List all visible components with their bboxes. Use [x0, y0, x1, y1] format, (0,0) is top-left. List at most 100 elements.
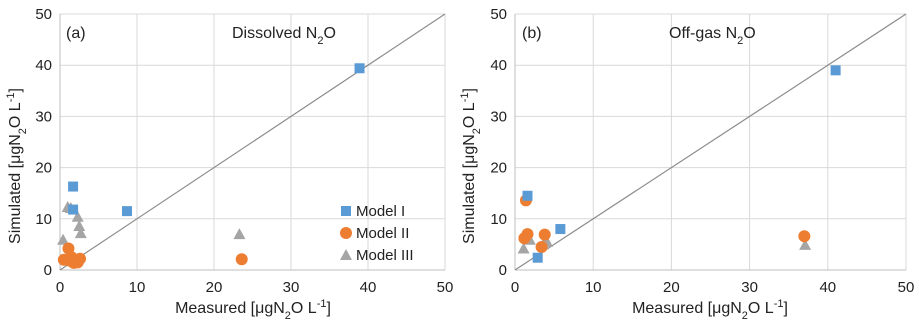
y-tick-label: 10 [490, 211, 507, 228]
panel-b-xlabel-mu: μ [712, 300, 721, 317]
panel-a-ylabel-close: ] [7, 88, 24, 92]
legend-marker-square [341, 206, 351, 216]
x-tick-label: 50 [437, 279, 454, 296]
panel-a-ylabel-post: O L [7, 102, 24, 128]
legend-label-model-ii: Model II [356, 225, 409, 242]
legend-item-model-i: Model I [341, 203, 405, 220]
panel-b-ylabel-mid: gN [461, 134, 478, 154]
panel-b-grid [515, 13, 907, 270]
panel-b-xlabel-sup: -1 [774, 298, 784, 310]
panel-a-xlabel-pre: Measured [ [175, 300, 256, 317]
panel-a-grid [60, 13, 446, 270]
y-tick-label: 20 [35, 160, 52, 177]
legend-label-model-iii: Model III [356, 247, 414, 264]
panel-a-xlabel-mu: μ [255, 300, 264, 317]
panel-a-ylabel-mid: gN [7, 134, 24, 154]
data-point-model-ii [538, 228, 551, 241]
panel-a-label: (a) [66, 25, 86, 42]
x-tick-label: 50 [898, 279, 915, 296]
data-point-model-iii [71, 210, 84, 222]
y-tick-label: 0 [44, 262, 52, 279]
data-point-model-iii [799, 238, 812, 250]
panel-a-xlabel-sub: 2 [285, 310, 291, 320]
panel-a-xlabel-close: ] [326, 300, 330, 317]
y-tick-label: 40 [35, 57, 52, 74]
panel-a-title-end: O [323, 25, 335, 42]
panel-b-xlabel-close: ] [783, 300, 787, 317]
data-point-model-iii [233, 228, 246, 240]
panel-a-ylabel-pre: Simulated [ [7, 163, 24, 244]
y-tick-label: 40 [490, 57, 507, 74]
legend-marker-circle [340, 227, 352, 239]
panel-a-ylabel-sub: 2 [17, 128, 29, 134]
data-point-model-i [354, 63, 365, 74]
panel-b-title-main: Off-gas N [669, 25, 737, 42]
panel-b-y-tick-labels: 0 10 20 30 40 50 [490, 6, 507, 279]
panel-a-one-to-one-line [59, 13, 446, 271]
legend-marker-triangle [340, 249, 352, 260]
panel-a-data-points [57, 63, 365, 269]
x-tick-label: 30 [283, 279, 300, 296]
panel-a-xlabel-mid: gN [264, 300, 284, 317]
panel-b-xlabel-mid: gN [721, 300, 741, 317]
panel-b-y-axis-title: Simulated [μgN2O L-1] [459, 88, 483, 244]
y-tick-label: 0 [499, 262, 507, 279]
y-tick-label: 50 [35, 6, 52, 23]
panel-a-title-sub: 2 [317, 35, 323, 47]
x-tick-label: 20 [206, 279, 223, 296]
panel-b-ylabel-sup: -1 [459, 93, 471, 103]
panel-b-ylabel-mu: μ [461, 155, 478, 164]
x-tick-label: 30 [741, 279, 758, 296]
panel-a-y-tick-labels: 0 10 20 30 40 50 [35, 6, 52, 279]
legend-item-model-iii: Model III [340, 247, 414, 264]
panel-b-ylabel-close: ] [461, 88, 478, 92]
panel-a-title-main: Dissolved N [232, 25, 317, 42]
data-point-model-ii [74, 252, 87, 265]
legend: Model I Model II Model III [340, 203, 414, 264]
y-tick-label: 20 [490, 160, 507, 177]
x-tick-label: 40 [360, 279, 377, 296]
legend-item-model-ii: Model II [340, 225, 409, 242]
panel-a-xlabel-sup: -1 [317, 298, 327, 310]
data-point-model-i [532, 252, 543, 263]
panel-a-x-tick-labels: 0 10 20 30 40 50 [56, 279, 454, 296]
panel-b-ylabel-sub: 2 [471, 128, 483, 134]
panel-b-title-end: O [743, 25, 755, 42]
data-point-model-i [522, 190, 533, 201]
panel-a-title: Dissolved N2O [232, 25, 336, 47]
data-point-model-ii [535, 240, 548, 253]
y-tick-label: 30 [35, 108, 52, 125]
data-point-model-i [68, 181, 79, 192]
panel-a-xlabel-post: O L [291, 300, 317, 317]
panel-b-x-tick-labels: 0 10 20 30 40 50 [511, 279, 915, 296]
y-tick-label: 30 [490, 108, 507, 125]
data-point-model-iii [73, 219, 86, 231]
panel-b-title: Off-gas N2O [669, 25, 756, 47]
y-tick-label: 50 [490, 6, 507, 23]
x-tick-label: 40 [819, 279, 836, 296]
panel-a-x-axis-title: Measured [μgN2O L-1] [175, 298, 331, 320]
panel-b-one-to-one-line [514, 13, 907, 271]
data-point-model-ii [798, 230, 811, 243]
panel-b-ylabel-pre: Simulated [ [461, 163, 478, 244]
panel-b-x-axis-title: Measured [μgN2O L-1] [632, 298, 788, 320]
x-tick-label: 10 [585, 279, 602, 296]
panel-a-ylabel-sup: -1 [5, 93, 17, 103]
data-point-model-i [121, 206, 132, 217]
panel-b-xlabel-sub: 2 [742, 310, 748, 320]
y-tick-label: 10 [35, 211, 52, 228]
data-point-model-iii [74, 227, 87, 239]
panel-a-y-axis-title: Simulated [μgN2O L-1] [5, 88, 29, 244]
x-tick-label: 0 [511, 279, 519, 296]
panel-b-xlabel-pre: Measured [ [632, 300, 713, 317]
panel-a-ylabel-mu: μ [7, 155, 24, 164]
panel-b-label: (b) [522, 25, 542, 42]
data-point-model-iii [57, 233, 70, 245]
x-tick-label: 10 [129, 279, 146, 296]
x-tick-label: 20 [663, 279, 680, 296]
data-point-model-iii [517, 242, 530, 254]
data-point-model-ii [235, 253, 248, 266]
data-point-model-i [555, 224, 566, 235]
